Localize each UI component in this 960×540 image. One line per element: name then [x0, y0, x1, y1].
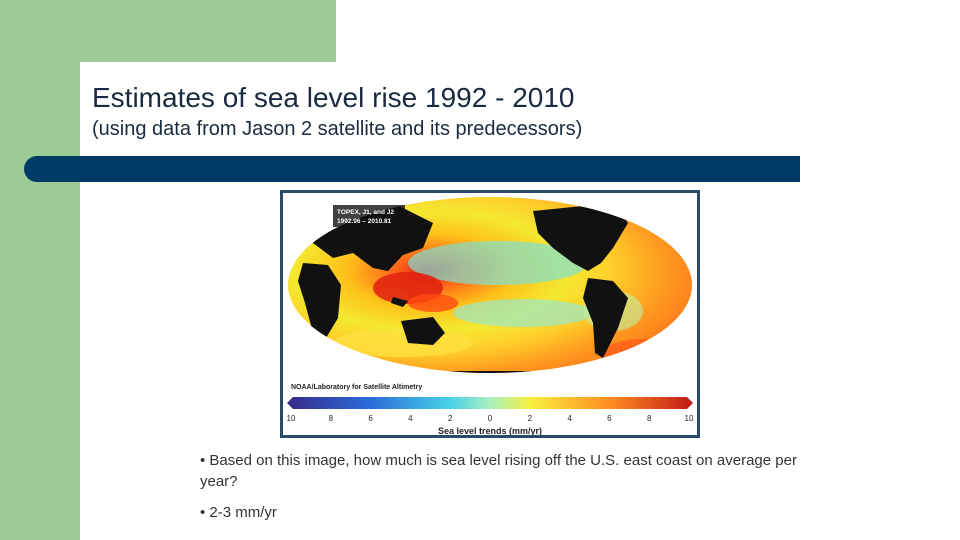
- scale-tick-label: 6: [607, 414, 612, 423]
- color-scale: [287, 397, 693, 409]
- scale-tick-label: 10: [685, 414, 694, 423]
- scale-tick-label: 2: [528, 414, 533, 423]
- title-divider-bar: [24, 156, 800, 182]
- map-label-line2: 1992.96 – 2010.81: [337, 218, 392, 225]
- scale-bar: [287, 397, 693, 409]
- scale-tick-label: 4: [567, 414, 572, 423]
- bullet-list: • Based on this image, how much is sea l…: [200, 450, 800, 533]
- bullet-answer: • 2-3 mm/yr: [200, 504, 277, 521]
- sea-level-trend-map: TOPEX, J1, and J2 1992.96 – 2010.81 NOAA…: [287, 197, 694, 435]
- scale-tick-label: 2: [448, 414, 453, 423]
- scale-tick-label: 10: [287, 414, 296, 423]
- scale-tick-label: 6: [368, 414, 373, 423]
- scale-title: Sea level trends (mm/yr): [438, 426, 542, 435]
- slide-title: Estimates of sea level rise 1992 - 2010: [92, 82, 575, 113]
- scale-tick-label: 8: [647, 414, 652, 423]
- scale-tick-label: 8: [329, 414, 334, 423]
- left-green-strip: [0, 0, 80, 540]
- bullet-question: • Based on this image, how much is sea l…: [200, 452, 797, 490]
- top-green-block: [80, 0, 336, 62]
- noaa-credit: NOAA/Laboratory for Satellite Altimetry: [291, 384, 422, 391]
- scale-tick-label: 0: [488, 414, 493, 423]
- map-label-line1: TOPEX, J1, and J2: [337, 209, 394, 216]
- scale-tick-label: 4: [408, 414, 413, 423]
- slide-subtitle: (using data from Jason 2 satellite and i…: [92, 118, 583, 140]
- scale-ticks: 10 8 6 4 2 0 2 4 6 8 10: [287, 414, 694, 423]
